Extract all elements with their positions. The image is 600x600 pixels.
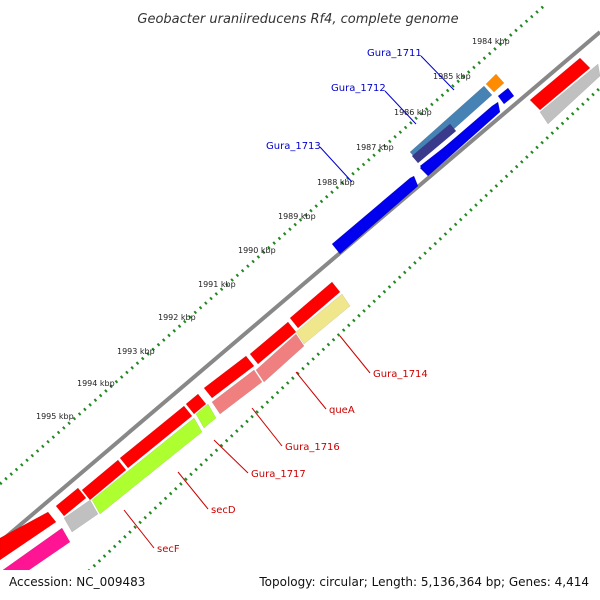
tick-labels: 1984 kbp 1985 kbp 1986 kbp 1987 kbp 1988… xyxy=(36,37,510,421)
leader-quea xyxy=(295,371,327,410)
tick-label: 1985 kbp xyxy=(433,72,471,81)
gene-label-quea[interactable]: queA xyxy=(329,405,355,416)
gene-box-salmon-2[interactable] xyxy=(211,369,263,415)
gene-box-grey-upper[interactable] xyxy=(539,63,600,125)
tick-label: 1993 kbp xyxy=(117,347,155,356)
gene-label-gura-1713[interactable]: Gura_1713 xyxy=(266,141,321,152)
gene-arrow-red-secd2[interactable] xyxy=(81,459,127,501)
gene-arrow-red-secd[interactable] xyxy=(119,405,193,469)
gene-arrow-gura-1712b[interactable] xyxy=(411,123,457,164)
gene-label-gura-1711[interactable]: Gura_1711 xyxy=(367,48,422,59)
tick-label: 1984 kbp xyxy=(472,37,510,46)
gene-arrow-red-left[interactable] xyxy=(0,511,57,561)
leader-gura-1713 xyxy=(319,146,353,183)
leader-gura-1711 xyxy=(420,55,455,91)
gene-arrow-gura-1713[interactable] xyxy=(331,175,419,255)
summary-text: Topology: circular; Length: 5,136,364 bp… xyxy=(258,575,589,589)
leader-secf xyxy=(123,509,155,549)
gene-arrow-red-1716[interactable] xyxy=(203,355,255,399)
tick-label: 1989 kbp xyxy=(278,212,316,221)
tick-label: 1988 kbp xyxy=(317,178,355,187)
gene-box-salmon-1[interactable] xyxy=(255,333,305,383)
leader-gura-1712 xyxy=(384,90,417,125)
gene-arrow-blue-1[interactable] xyxy=(497,87,515,105)
accession-text: Accession: NC_009483 xyxy=(9,575,145,589)
tick-label: 1990 kbp xyxy=(238,246,276,255)
gene-label-gura-1714[interactable]: Gura_1714 xyxy=(373,369,428,380)
gene-arrow-red-1714[interactable] xyxy=(289,281,341,329)
gene-labels: Gura_1711 Gura_1712 Gura_1713 Gura_1714 … xyxy=(157,48,428,555)
forward-strand-features xyxy=(0,57,591,561)
tick-label: 1991 kbp xyxy=(198,280,236,289)
gene-label-gura-1712[interactable]: Gura_1712 xyxy=(331,83,386,94)
gene-arrow-gura-1711[interactable] xyxy=(485,73,505,93)
tick-label: 1992 kbp xyxy=(158,313,196,322)
gene-box-lime-1[interactable] xyxy=(195,403,217,429)
tick-label: 1995 kbp xyxy=(36,412,74,421)
gene-box-lime-2[interactable] xyxy=(91,417,203,515)
gene-arrow-red-small[interactable] xyxy=(185,393,207,415)
gene-box-khaki[interactable] xyxy=(295,293,351,345)
tick-label: 1986 kbp xyxy=(394,108,432,117)
gene-label-gura-1717[interactable]: Gura_1717 xyxy=(251,469,306,480)
leader-secd xyxy=(177,471,209,510)
gene-arrow-red[interactable] xyxy=(529,57,591,111)
leader-gura-1717 xyxy=(213,439,249,474)
outer-dot-track xyxy=(0,3,546,486)
gene-arrow-blue-3[interactable] xyxy=(419,137,463,175)
genome-backbone xyxy=(0,30,600,544)
gene-label-gura-1716[interactable]: Gura_1716 xyxy=(285,442,340,453)
map-title: Geobacter uraniireducens Rf4, complete g… xyxy=(137,12,458,27)
gene-arrow-red-secf[interactable] xyxy=(55,487,87,517)
gene-label-leaders xyxy=(123,55,455,549)
inner-dot-track xyxy=(56,86,600,600)
leader-gura-1714 xyxy=(339,335,371,374)
gene-box-grey-lower[interactable] xyxy=(63,499,99,533)
tick-label: 1994 kbp xyxy=(77,379,115,388)
tick-label: 1987 kbp xyxy=(356,143,394,152)
footer-background xyxy=(0,570,600,600)
gene-label-secd[interactable]: secD xyxy=(211,505,236,516)
leader-gura-1716 xyxy=(251,407,283,447)
gene-label-secf[interactable]: secF xyxy=(157,544,180,555)
